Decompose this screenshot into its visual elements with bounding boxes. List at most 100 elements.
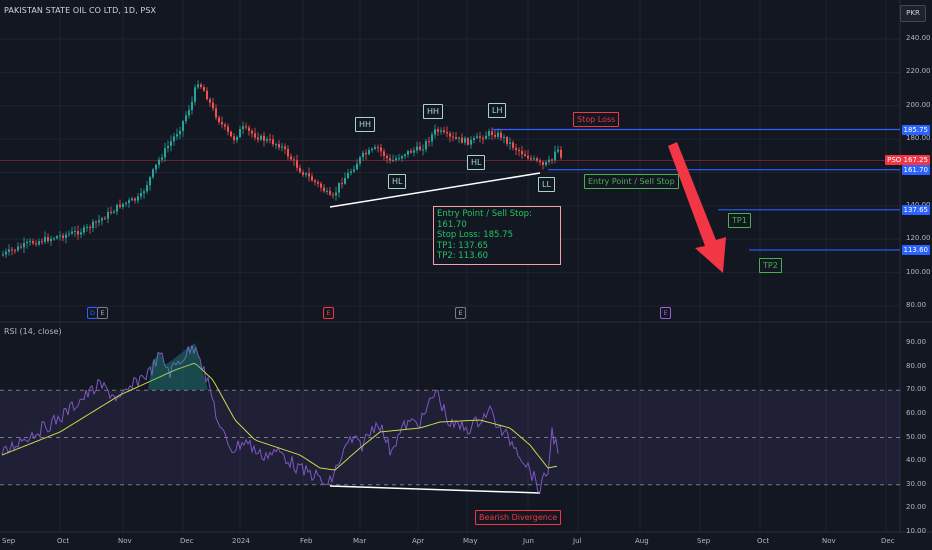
candle-body: [410, 150, 412, 153]
time-axis-label: Nov: [118, 537, 132, 545]
candle-body: [542, 162, 544, 166]
candle-body: [524, 154, 526, 156]
candle-body: [212, 102, 214, 109]
candle-body: [53, 238, 55, 240]
candle-body: [266, 139, 268, 141]
time-axis-label: Aug: [635, 537, 649, 545]
candle-body: [158, 159, 160, 165]
candle-body: [500, 132, 502, 138]
candle-body: [521, 151, 523, 155]
candle-body: [176, 134, 178, 137]
rsi-tick-label: 20.00: [906, 503, 927, 512]
candle-body: [446, 132, 448, 134]
candle-body: [434, 129, 436, 135]
rsi-tick-label: 30.00: [906, 479, 927, 488]
price-tick-label: 180.00: [906, 134, 931, 143]
pattern-label-ll: LL: [538, 177, 555, 192]
info-stop-loss: Stop Loss: 185.75: [437, 230, 513, 240]
candle-body: [98, 220, 100, 223]
earnings-marker[interactable]: E: [97, 307, 108, 319]
pattern-label-hh: HH: [423, 104, 444, 119]
candle-body: [32, 241, 34, 244]
candle-body: [170, 141, 172, 146]
candle-body: [317, 182, 319, 184]
currency-button[interactable]: PKR: [900, 5, 926, 22]
candle-body: [104, 218, 106, 220]
stop-loss-label: Stop Loss: [573, 112, 620, 127]
candle-body: [44, 236, 46, 242]
rsi-indicator-title[interactable]: RSI (14, close): [4, 327, 62, 336]
time-axis-label: Sep: [2, 537, 16, 545]
price-tick-label: 100.00: [906, 267, 931, 276]
candle-body: [95, 221, 97, 223]
candle-body: [530, 158, 532, 160]
candle-body: [62, 235, 64, 239]
candle-body: [422, 149, 424, 151]
earnings-marker[interactable]: E: [660, 307, 671, 319]
candle-body: [74, 231, 76, 233]
candle-body: [395, 158, 397, 160]
candle-body: [365, 152, 367, 155]
candle-body: [260, 135, 262, 140]
candle-body: [230, 131, 232, 137]
earnings-marker[interactable]: E: [455, 307, 466, 319]
candle-body: [242, 126, 244, 130]
rsi-tick-label: 50.00: [906, 432, 927, 441]
candle-body: [536, 158, 538, 161]
candle-body: [509, 142, 511, 144]
candle-body: [419, 146, 421, 150]
price-tag: 161.70: [901, 164, 930, 175]
candle-body: [182, 121, 184, 131]
candle-body: [341, 183, 343, 185]
time-axis-label: Feb: [300, 537, 313, 545]
candle-body: [287, 148, 289, 157]
candle-body: [233, 136, 235, 141]
candle-body: [305, 173, 307, 175]
candle-body: [47, 236, 49, 242]
candle-body: [308, 173, 310, 177]
candle-body: [56, 236, 58, 239]
candle-body: [311, 176, 313, 181]
candle-body: [449, 133, 451, 137]
pattern-label-hh: HH: [355, 117, 376, 132]
price-tag: 137.65: [901, 204, 930, 215]
candle-body: [218, 117, 220, 122]
candle-body: [479, 136, 481, 138]
candle-body: [188, 110, 190, 116]
candle-body: [155, 164, 157, 170]
candle-body: [353, 169, 355, 172]
price-tick-label: 120.00: [906, 234, 931, 243]
candle-body: [281, 146, 283, 148]
candle-body: [323, 187, 325, 192]
candle-body: [368, 150, 370, 155]
candle-body: [488, 131, 490, 136]
candle-body: [59, 235, 61, 237]
candle-body: [263, 135, 265, 141]
time-axis-label: 2024: [232, 537, 250, 545]
rsi-tick-label: 80.00: [906, 361, 927, 370]
candle-body: [344, 177, 346, 184]
trade-info-box: Entry Point / Sell Stop: 161.70 Stop Los…: [433, 206, 561, 265]
time-axis-label: Jun: [523, 537, 534, 545]
candle-body: [461, 137, 463, 143]
candle-body: [101, 218, 103, 221]
price-tick-label: 240.00: [906, 34, 931, 42]
candle-body: [512, 142, 514, 148]
candle-body: [284, 146, 286, 149]
candle-body: [338, 183, 340, 193]
candle-body: [428, 141, 430, 143]
earnings-marker[interactable]: E: [323, 307, 334, 319]
info-tp2: TP2: 113.60: [437, 251, 489, 261]
candle-body: [14, 250, 16, 252]
candle-body: [128, 200, 130, 203]
candle-body: [503, 136, 505, 138]
candle-body: [38, 241, 40, 245]
time-axis-label: Sep: [697, 537, 711, 545]
candle-body: [407, 150, 409, 155]
candle-body: [131, 198, 133, 201]
candle-body: [191, 101, 193, 111]
candle-body: [551, 159, 553, 161]
tp2-label: TP2: [759, 258, 782, 273]
candle-body: [65, 234, 67, 239]
